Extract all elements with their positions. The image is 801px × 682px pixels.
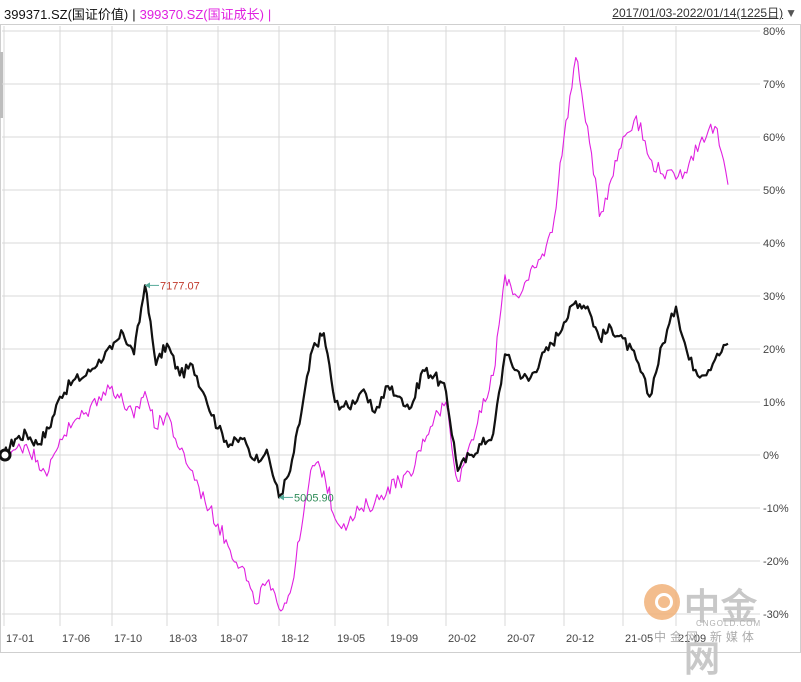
left-scroll-handle	[0, 52, 3, 118]
x-tick-label: 19-09	[390, 633, 418, 645]
y-tick-label: 10%	[763, 397, 785, 409]
legend-series-value[interactable]: 399371.SZ(国证价值)	[4, 7, 129, 22]
annotation-arrow-icon	[279, 494, 284, 501]
y-tick-label: 50%	[763, 185, 785, 197]
y-tick-label: 80%	[763, 26, 785, 38]
y-tick-label: -30%	[763, 609, 789, 621]
watermark-tag: 中金网 新媒体	[654, 630, 758, 644]
y-tick-label: -10%	[763, 503, 789, 515]
legend-separator: |	[132, 7, 136, 22]
series-line-growth[interactable]	[3, 56, 729, 612]
x-tick-label: 17-01	[6, 633, 34, 645]
series-line-value[interactable]	[2, 284, 729, 499]
x-tick-label: 19-05	[337, 633, 365, 645]
y-tick-label: -20%	[763, 556, 789, 568]
y-tick-label: 0%	[763, 450, 779, 462]
y-tick-label: 40%	[763, 238, 785, 250]
x-tick-label: 17-10	[114, 633, 142, 645]
y-tick-label: 20%	[763, 344, 785, 356]
x-tick-label: 21-09	[678, 633, 706, 645]
watermark-logo-icon	[644, 584, 680, 620]
y-tick-label: 60%	[763, 132, 785, 144]
x-tick-label: 20-12	[566, 633, 594, 645]
x-tick-label: 18-12	[281, 633, 309, 645]
watermark-subtitle: CNGOLD.COM	[696, 619, 762, 628]
y-tick-label: 70%	[763, 79, 785, 91]
dropdown-triangle-icon[interactable]: ▼	[785, 6, 797, 20]
date-range-selector[interactable]: 2017/01/03-2022/01/14(1225日) ▼	[612, 4, 797, 21]
max-value-label: 7177.07	[160, 280, 200, 292]
y-tick-label: 30%	[763, 291, 785, 303]
date-range-text[interactable]: 2017/01/03-2022/01/14(1225日)	[612, 6, 784, 20]
line-chart[interactable]: 80% 70% 60% 50% 40% 30% 20% 10% 0% -10% -20% -30% 17…	[0, 0, 801, 654]
annotation-arrow-icon	[145, 282, 150, 289]
x-tick-label: 21-05	[625, 633, 653, 645]
chart-legend: 399371.SZ(国证价值) | 399370.SZ(国证成长) |	[4, 4, 275, 23]
legend-separator-end: |	[267, 7, 272, 22]
x-tick-label: 18-03	[169, 633, 197, 645]
x-tick-label: 20-07	[507, 633, 535, 645]
x-tick-label: 18-07	[220, 633, 248, 645]
legend-series-growth[interactable]: 399370.SZ(国证成长)	[139, 7, 264, 22]
x-tick-label: 20-02	[448, 633, 476, 645]
min-value-label: 5005.90	[294, 492, 334, 504]
watermark: 中金网 CNGOLD.COM 中金网 新媒体	[644, 578, 794, 680]
x-tick-label: 17-06	[62, 633, 90, 645]
chart-border	[0, 24, 801, 653]
start-marker	[0, 448, 12, 462]
